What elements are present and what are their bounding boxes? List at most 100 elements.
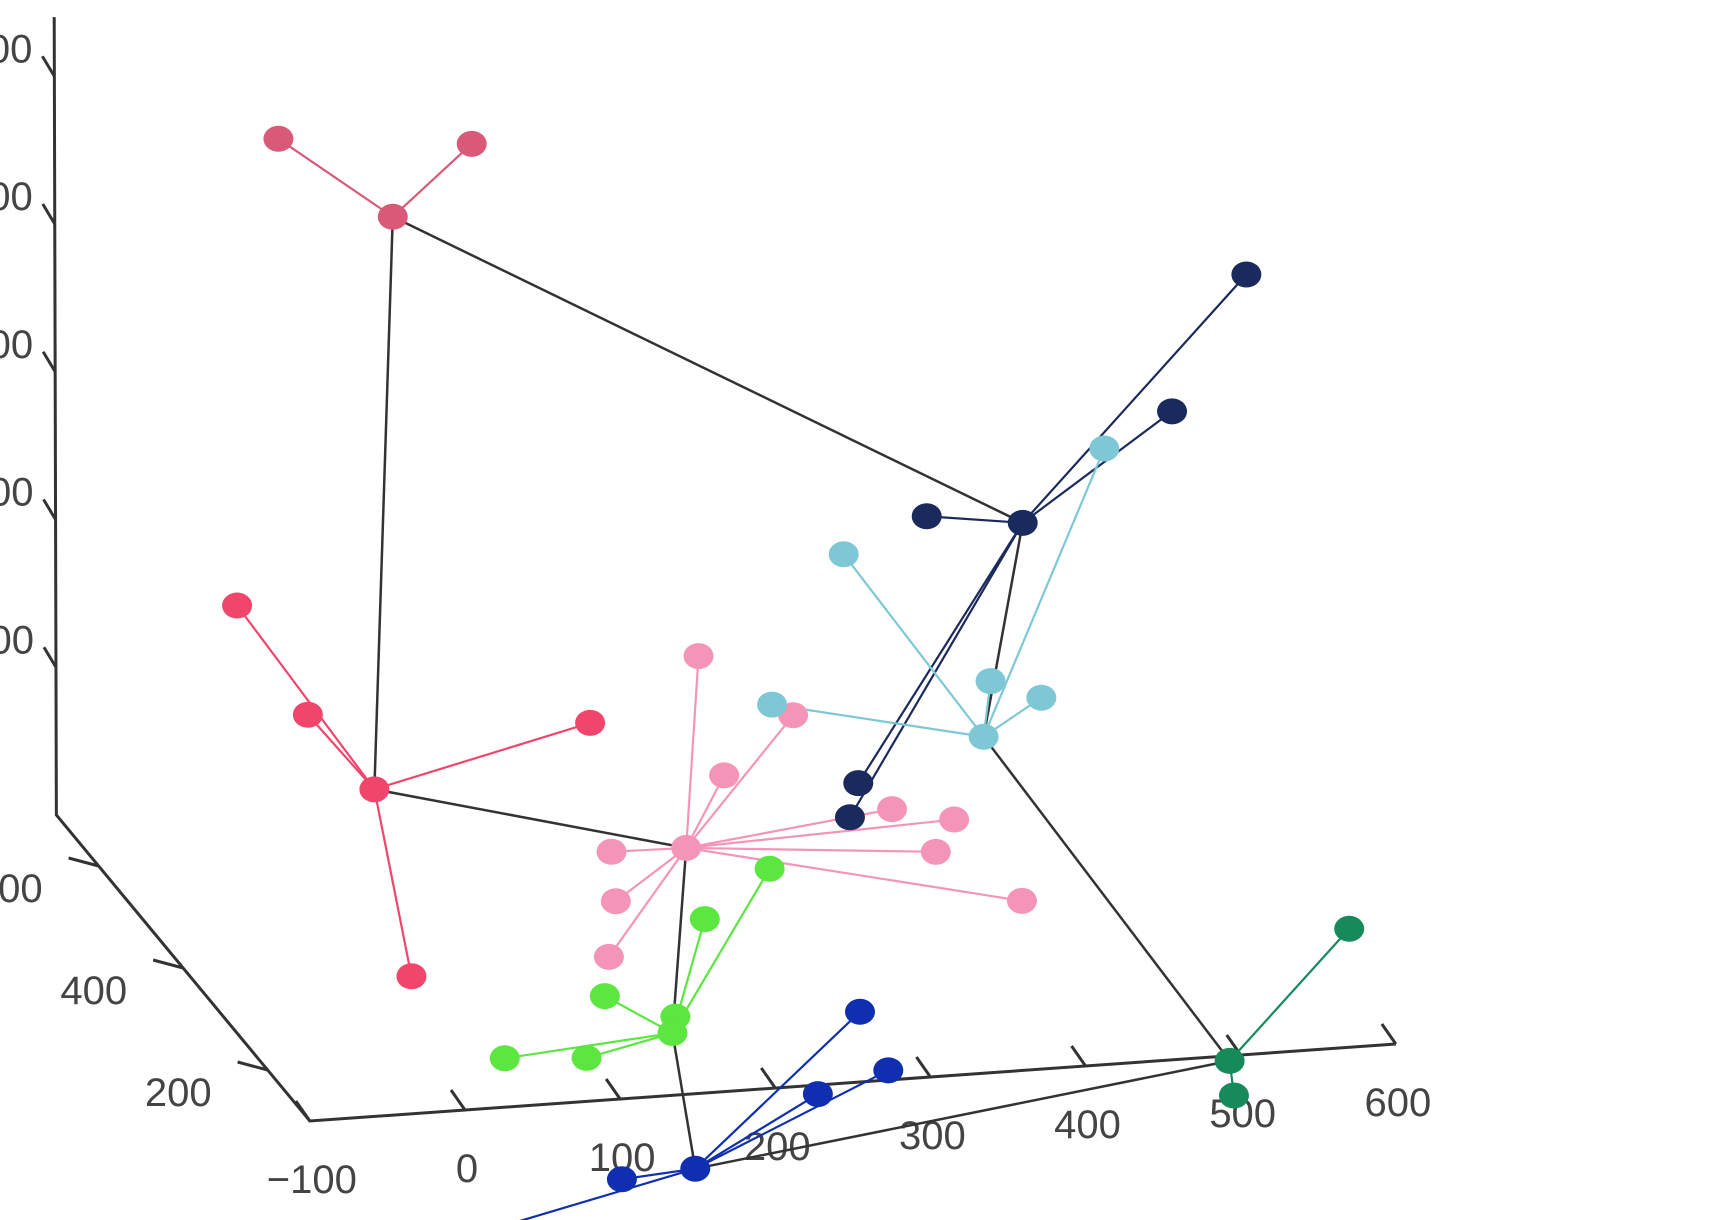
data-point-green <box>754 855 785 882</box>
cluster-edge-pink <box>686 846 1023 902</box>
x-tick <box>604 1078 622 1100</box>
cluster-edge-pink <box>686 846 936 853</box>
x-tick <box>1380 1023 1398 1045</box>
data-point-pink <box>939 806 970 833</box>
cluster-edge-blue <box>694 1093 819 1170</box>
hub-point-pink <box>671 834 702 861</box>
data-point-navy <box>1157 398 1188 425</box>
data-point-pink <box>593 943 624 970</box>
data-point-navy <box>911 503 942 530</box>
z-tick-label: 600 <box>0 27 32 71</box>
cluster-edge-navy <box>857 522 1024 784</box>
y-tick <box>237 1060 268 1072</box>
data-point-cyan <box>757 691 788 718</box>
data-point-blue <box>873 1057 904 1084</box>
hub-edge <box>671 1032 697 1169</box>
cluster-edge-red <box>373 789 413 977</box>
data-point-green <box>489 1045 520 1072</box>
cluster-edge-blue <box>694 1011 861 1170</box>
data-point-teal <box>1218 1082 1249 1109</box>
cluster-edge-blue <box>519 1167 696 1220</box>
data-point-blue <box>802 1081 833 1108</box>
axes: −100010020030040050060020040060020030040… <box>0 17 1431 1202</box>
data-point-pink <box>920 838 951 865</box>
z-tick-label: 200 <box>0 618 34 662</box>
hub-edge <box>374 788 687 850</box>
cluster-edge-cyan <box>842 553 985 738</box>
hub-point-navy <box>1007 509 1038 536</box>
data-point-cyan <box>828 541 859 568</box>
hub-edge <box>695 1059 1230 1170</box>
cluster-edge-navy <box>848 522 1024 818</box>
z-tick-label: 400 <box>0 323 33 367</box>
data-point-cyan <box>1026 684 1057 711</box>
hub-edge <box>982 522 1024 737</box>
data-point-crimson <box>263 125 294 152</box>
x-tick <box>449 1089 467 1111</box>
data-point-red <box>575 709 606 736</box>
z-tick-label: 300 <box>0 471 34 515</box>
cluster-edge-navy <box>926 515 1023 524</box>
data-point-red <box>396 963 427 990</box>
data-point-cyan <box>1089 435 1120 462</box>
data-point-pink <box>709 762 740 789</box>
data-point-blue <box>606 1166 637 1193</box>
cluster-edge-blue <box>694 1069 889 1170</box>
cluster-edge-navy <box>1021 273 1248 524</box>
x-tick-label: 0 <box>456 1147 478 1191</box>
cluster-edge-teal <box>1228 928 1351 1062</box>
hub-point-crimson <box>377 203 408 230</box>
cluster-edge-pink <box>615 847 687 903</box>
cluster-edge-red <box>374 721 591 791</box>
data-point-green <box>571 1044 602 1071</box>
data-point-blue <box>844 998 875 1025</box>
cluster-edge-red <box>236 604 376 790</box>
data-point-navy <box>834 804 865 831</box>
cluster-edge-crimson <box>277 137 394 218</box>
cluster-edge-green <box>671 868 771 1034</box>
cluster-edge-cyan <box>982 448 1106 738</box>
data-point-green <box>589 983 620 1010</box>
hub-edges <box>373 215 1231 1170</box>
cluster-edge-crimson <box>392 143 473 218</box>
data-point-pink <box>877 796 908 823</box>
x-tick <box>294 1100 312 1122</box>
data-point-pink <box>1006 887 1037 914</box>
data-point-crimson <box>456 130 487 157</box>
x-tick <box>1070 1045 1087 1067</box>
hub-point-green <box>657 1020 688 1047</box>
hub-edge <box>982 735 1231 1062</box>
cluster-edge-pink <box>685 774 726 849</box>
hub-point-teal <box>1214 1047 1245 1074</box>
x-tick <box>760 1067 777 1089</box>
z-tick <box>42 498 57 521</box>
data-point-pink <box>596 838 627 865</box>
data-point-navy <box>843 770 874 797</box>
hub-edge <box>671 847 688 1034</box>
data-point-navy <box>1231 261 1262 288</box>
cluster-edge-pink <box>608 847 688 958</box>
data-point-pink <box>600 888 631 915</box>
cluster-edge-pink <box>686 818 955 850</box>
x-tick-label: 600 <box>1364 1081 1431 1125</box>
data-point-pink <box>683 643 714 670</box>
hub-edge <box>373 216 395 790</box>
x-tick <box>915 1056 932 1078</box>
data-point-red <box>292 701 323 728</box>
hub-point-blue <box>680 1155 711 1182</box>
y-tick-label: 400 <box>60 969 127 1013</box>
data-points <box>222 125 1365 1193</box>
y-tick-label: 600 <box>0 867 43 911</box>
z-tick <box>41 55 56 78</box>
y-tick <box>68 856 99 868</box>
axis-frame <box>52 17 1396 1123</box>
data-point-teal <box>1334 915 1365 942</box>
cluster-edge-cyan <box>771 703 984 738</box>
y-tick <box>152 958 184 970</box>
data-point-red <box>222 592 253 619</box>
cluster-edge-pink <box>685 714 794 849</box>
x-tick-label: 400 <box>1054 1103 1121 1147</box>
x-tick-label: −100 <box>267 1158 357 1202</box>
hub-edge <box>392 215 1024 524</box>
